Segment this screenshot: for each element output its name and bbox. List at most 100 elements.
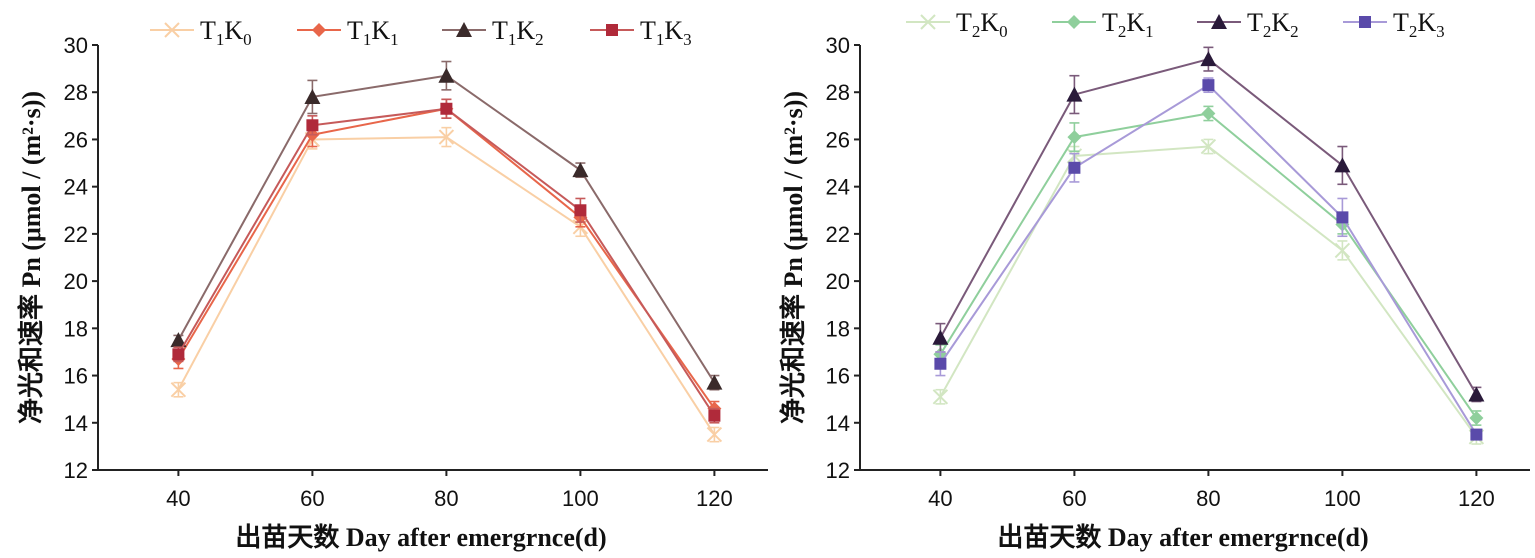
- legend-letter: K: [371, 16, 390, 45]
- chart1-legend-label: T1K0: [200, 16, 252, 49]
- chart1-legend-T1K2: T1K2: [442, 16, 544, 49]
- chart1-x-tick-label: 80: [434, 486, 458, 511]
- chart1-point-T1K3: [306, 119, 319, 132]
- chart1-x-tick-label: 100: [562, 486, 599, 511]
- chart2-x-tick-label: 100: [1324, 486, 1361, 511]
- chart2-legend-T2K0: T2K0: [906, 8, 1008, 41]
- chart2-y-tick-label: 20: [826, 269, 850, 294]
- chart1-line-T1K2: [177, 74, 716, 384]
- chart1-y-axis-title: 净光和速率 Pn (μmol / (m²·s)): [16, 91, 46, 424]
- chart1-point-T1K0-b: [170, 382, 187, 398]
- chart2-legend-T2K2: T2K2: [1197, 8, 1299, 41]
- chart2-line-T2K1: [939, 112, 1478, 419]
- chart1-x-axis-title: 出苗天数 Day after emergrnce(d): [235, 523, 606, 552]
- chart1-point-T1K2: [304, 88, 321, 104]
- legend-letter: K: [1417, 8, 1436, 37]
- chart2-y-tick-label: 30: [826, 33, 850, 58]
- legend-letter: T: [956, 8, 972, 37]
- chart1-series-T1K3: [172, 98, 721, 424]
- chart1-legend-marker-T1K1: [312, 23, 326, 37]
- chart1-x-tick-label: 60: [300, 486, 324, 511]
- chart1-y-tick-label: 20: [64, 269, 88, 294]
- legend-subscript: 3: [683, 30, 692, 49]
- legend-subscript: 0: [243, 30, 252, 49]
- chart2-x-tick-label: 80: [1196, 486, 1220, 511]
- chart2-y-tick-label: 22: [826, 222, 850, 247]
- chart2-point-T2K3: [934, 357, 947, 370]
- chart2-point-T2K0-b: [932, 389, 949, 405]
- chart2-point-T2K0-b: [1200, 138, 1217, 155]
- chart1-legend-marker-T1K3: [606, 24, 618, 36]
- legend-letter: T: [640, 16, 656, 45]
- chart1-point-T1K3: [440, 102, 453, 115]
- chart2-point-T2K2: [932, 329, 949, 345]
- chart2-legend-T2K1: T2K1: [1052, 8, 1154, 41]
- legend-letter: K: [516, 16, 535, 45]
- legend-subscript: 2: [972, 22, 981, 41]
- chart1-y-tick-label: 12: [64, 458, 88, 483]
- legend-subscript: 1: [390, 30, 399, 49]
- chart2-y-tick-label: 24: [826, 175, 850, 200]
- legend-letter: T: [347, 16, 363, 45]
- chart2-legend-T2K3: T2K3: [1343, 8, 1445, 41]
- chart1-series-T1K2: [170, 60, 723, 391]
- chart2-legend-marker-T2K3: [1359, 16, 1371, 28]
- legend-subscript: 0: [999, 22, 1008, 41]
- legend-letter: K: [224, 16, 243, 45]
- chart1-legend-marker-T1K0-b: [164, 22, 180, 38]
- chart2-y-axis-title: 净光和速率 Pn (μmol / (m²·s)): [778, 91, 808, 424]
- legend-subscript: 1: [363, 30, 372, 49]
- chart1-point-T1K3: [172, 348, 185, 361]
- chart2-legend-marker-T2K0-b: [920, 14, 936, 30]
- chart1-point-T1K0-b: [438, 129, 455, 145]
- chart2-point-T2K3: [1068, 161, 1081, 174]
- chart2-point-T2K2: [1468, 386, 1485, 402]
- chart2-point-T2K1: [1201, 106, 1216, 121]
- chart1-y-tick-label: 28: [64, 80, 88, 105]
- chart1-y-tick-label: 24: [64, 175, 88, 200]
- chart2-y-tick-label: 26: [826, 127, 850, 152]
- chart1-point-T1K2: [438, 67, 455, 83]
- chart2-series-T2K3: [934, 77, 1483, 441]
- legend-letter: T: [1102, 8, 1118, 37]
- chart2-point-T2K3: [1470, 428, 1483, 441]
- chart1-y-tick-label: 16: [64, 364, 88, 389]
- chart2-legend-label: T2K3: [1393, 8, 1445, 41]
- chart2-legend-label: T2K2: [1247, 8, 1299, 41]
- chart1-point-T1K2: [170, 332, 187, 348]
- chart1-series-T1K0: [170, 126, 723, 443]
- chart2-series-T2K0: [932, 138, 1485, 445]
- chart2-y-tick-label: 14: [826, 411, 850, 436]
- chart1-x-tick-label: 120: [696, 486, 733, 511]
- chart2-y-tick-label: 12: [826, 458, 850, 483]
- chart1-legend-T1K0: T1K0: [150, 16, 252, 49]
- chart2-y-tick-label: 18: [826, 316, 850, 341]
- chart1-line-T1K0: [177, 136, 716, 436]
- chart2-point-T2K3: [1202, 79, 1215, 92]
- chart1-point-T1K2: [706, 374, 723, 390]
- chart1-legend-label: T1K1: [347, 16, 399, 49]
- chart1-legend-marker-T1K2: [456, 22, 472, 37]
- chart2-legend-label: T2K1: [1102, 8, 1154, 41]
- legend-subscript: 3: [1436, 22, 1445, 41]
- legend-letter: T: [1393, 8, 1409, 37]
- chart2-legend-marker-T2K1: [1067, 15, 1081, 29]
- chart2-point-T2K3: [1336, 211, 1349, 224]
- chart1-point-T1K3: [574, 204, 587, 217]
- chart2-point-T2K0-b: [1334, 242, 1351, 259]
- legend-subscript: 2: [1263, 22, 1272, 41]
- legend-letter: T: [200, 16, 216, 45]
- chart1-line-T1K1: [177, 107, 716, 410]
- chart2-legend-label: T2K0: [956, 8, 1008, 41]
- legend-subscript: 2: [1409, 22, 1418, 41]
- chart2-legend-marker-T2K2: [1211, 14, 1227, 29]
- chart1-point-T1K0-b: [706, 426, 723, 443]
- legend-subscript: 1: [1145, 22, 1154, 41]
- legend-letter: T: [492, 16, 508, 45]
- chart2-x-axis-title: 出苗天数 Day after emergrnce(d): [997, 523, 1368, 552]
- chart2-line-T2K3: [939, 83, 1478, 436]
- chart2-y-tick-label: 28: [826, 80, 850, 105]
- chart2-series-T2K2: [932, 46, 1485, 403]
